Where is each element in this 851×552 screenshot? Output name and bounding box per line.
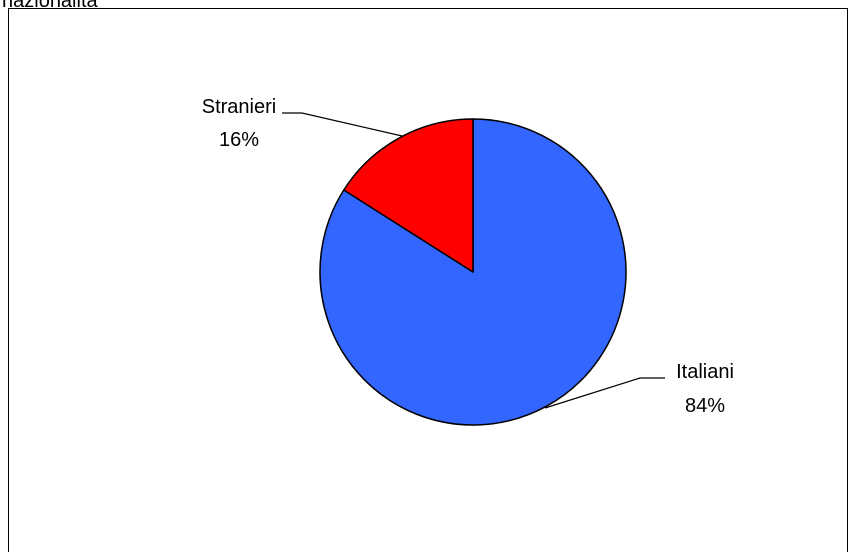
slice-label-stranieri: Stranieri: [202, 96, 276, 118]
slice-percent-italiani: 84%: [685, 395, 725, 417]
leader-line-stranieri: [282, 112, 403, 137]
slice-label-italiani: Italiani: [676, 361, 734, 383]
chart-title: nazionalità: [2, 0, 98, 12]
leader-line-italiani: [544, 377, 665, 409]
pie-slice-stranieri: [343, 118, 474, 273]
leader-lines: [282, 112, 665, 409]
pie-slices: [319, 118, 627, 426]
slice-percent-stranieri: 16%: [219, 129, 259, 151]
